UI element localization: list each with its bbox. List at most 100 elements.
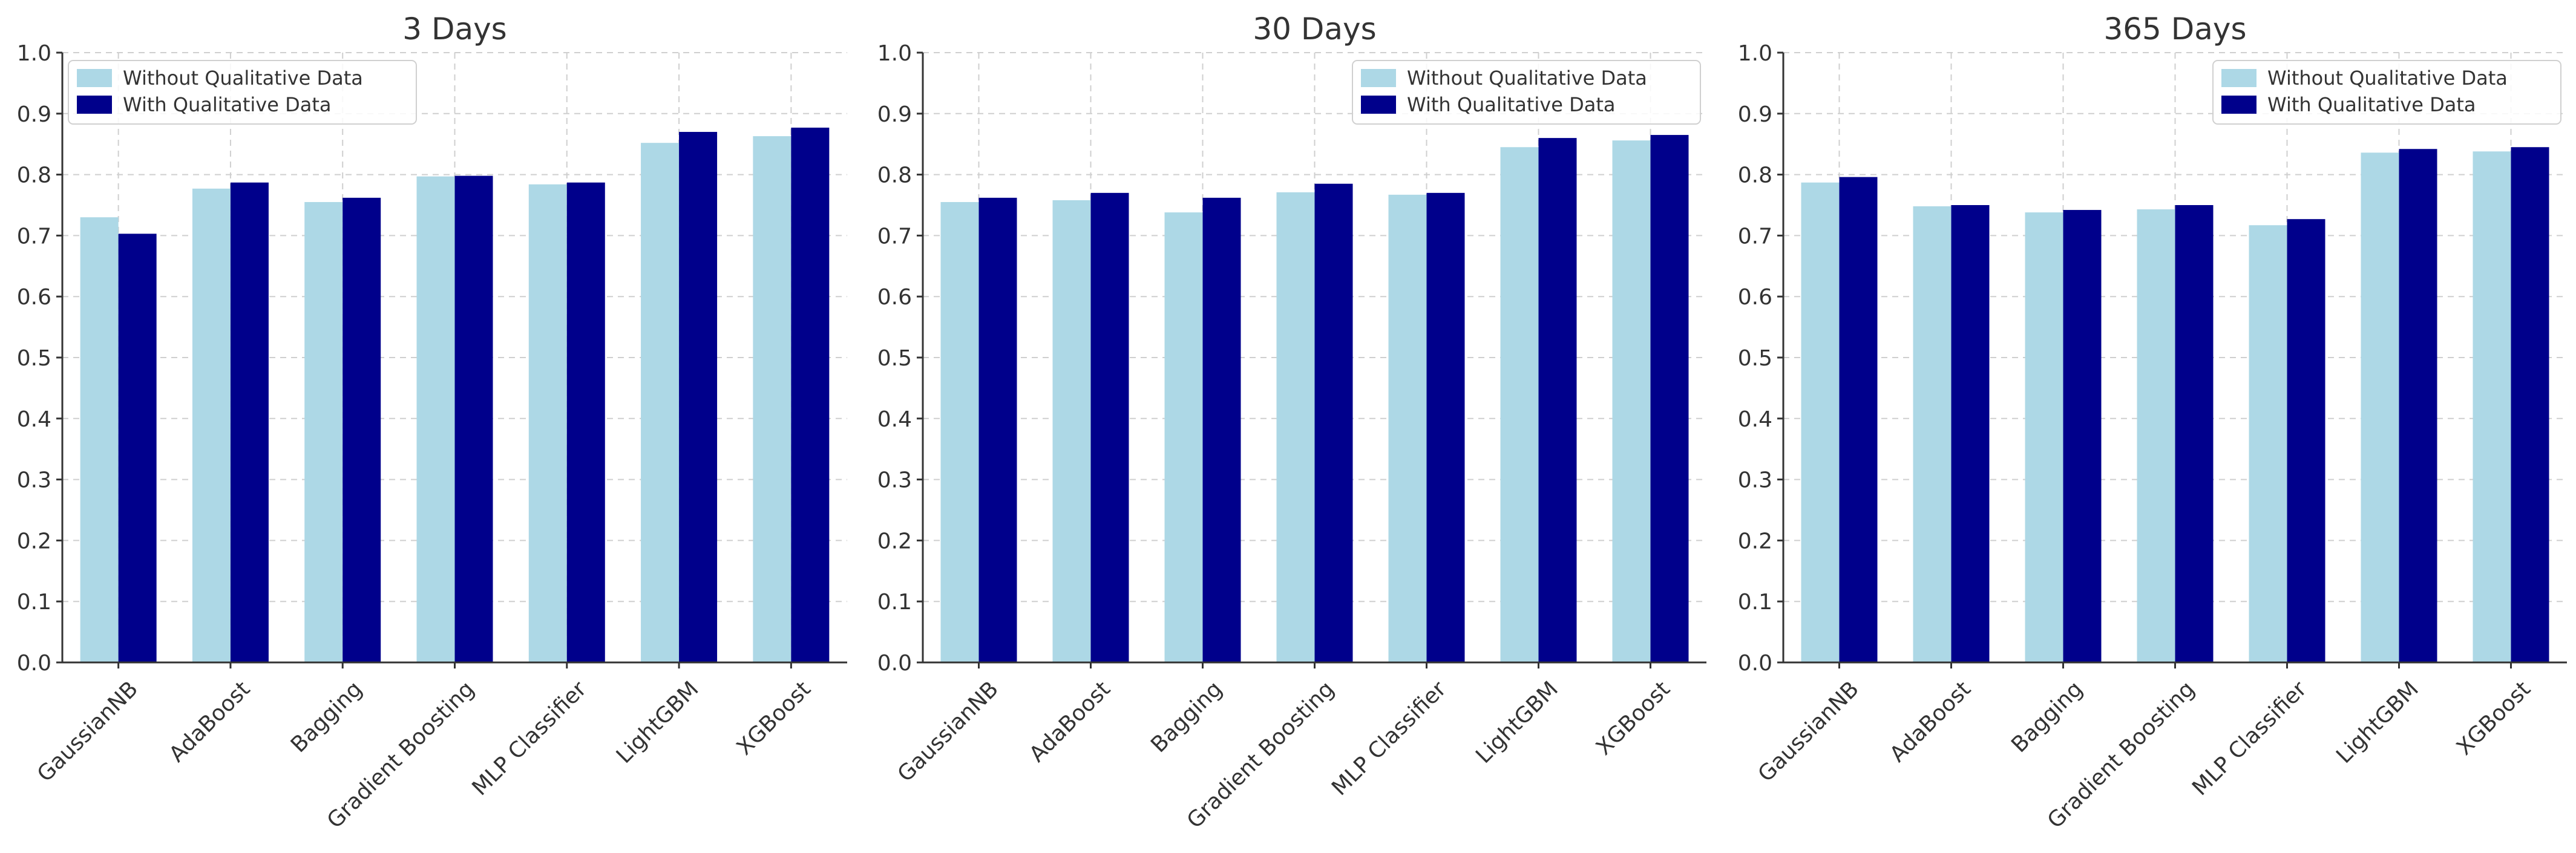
y-tick-label: 1.0 xyxy=(17,41,51,66)
y-tick-label: 1.0 xyxy=(877,41,912,66)
y-tick-label: 0.7 xyxy=(17,224,51,249)
legend-swatch xyxy=(2221,96,2256,114)
legend-swatch xyxy=(1361,96,1396,114)
y-tick-label: 0.5 xyxy=(1738,346,1772,371)
legend-label: Without Qualitative Data xyxy=(123,67,363,90)
chart-panel-1: 30 Days 0.0 0.1 0.2 0.3 0.4 0.5 0.6 0.7 0.8 0.9 1.0… xyxy=(877,11,1706,834)
legend-label: With Qualitative Data xyxy=(2267,93,2476,116)
legend-swatch xyxy=(77,69,112,87)
bar-without-qualitative xyxy=(1388,194,1427,662)
bar-with-qualitative xyxy=(1839,177,1878,663)
x-tick-label: XGBoost xyxy=(2452,676,2535,760)
y-tick-label: 0.2 xyxy=(17,529,51,554)
legend: Without Qualitative Data With Qualitative… xyxy=(68,60,417,125)
bar-with-qualitative xyxy=(1090,192,1129,663)
x-tick-label: XGBoost xyxy=(1591,676,1675,760)
bar-without-qualitative xyxy=(2249,225,2287,662)
y-tick-label: 0.3 xyxy=(17,468,51,493)
legend-box xyxy=(2212,60,2561,125)
chart-title: 365 Days xyxy=(2103,11,2246,47)
bar-with-qualitative xyxy=(1951,205,1990,662)
y-tick-label: 0.8 xyxy=(877,163,912,188)
legend-swatch xyxy=(77,96,112,114)
bar-with-qualitative xyxy=(791,127,830,662)
y-tick-label: 0.4 xyxy=(17,407,51,432)
y-tick-label: 0.6 xyxy=(17,285,51,310)
bar-without-qualitative xyxy=(2025,212,2063,662)
y-tick-label: 0.9 xyxy=(877,102,912,127)
x-tick-label: GaussianNB xyxy=(893,676,1003,786)
x-tick-label: AdaBoost xyxy=(165,676,255,767)
bar-without-qualitative xyxy=(2137,209,2175,662)
bar-with-qualitative xyxy=(2175,205,2214,662)
bar-with-qualitative xyxy=(118,234,157,663)
y-tick-label: 0.0 xyxy=(1738,651,1772,676)
x-tick-label: Bagging xyxy=(286,676,367,757)
bar-with-qualitative xyxy=(679,132,718,663)
y-tick-label: 0.3 xyxy=(1738,468,1772,493)
y-tick-label: 0.1 xyxy=(877,590,912,615)
bar-with-qualitative xyxy=(1202,197,1241,662)
bar-with-qualitative xyxy=(342,197,381,662)
legend-swatch xyxy=(2221,69,2256,87)
y-tick-label: 0.6 xyxy=(877,285,912,310)
bar-without-qualitative xyxy=(528,184,567,662)
bar-without-qualitative xyxy=(1164,212,1203,662)
bar-with-qualitative xyxy=(454,175,493,663)
bar-without-qualitative xyxy=(940,201,979,663)
bar-without-qualitative xyxy=(2473,151,2511,662)
y-tick-label: 0.0 xyxy=(877,651,912,676)
bar-without-qualitative xyxy=(304,201,343,663)
y-tick-label: 0.1 xyxy=(17,590,51,615)
legend-box xyxy=(68,60,417,125)
y-tick-label: 0.0 xyxy=(17,651,51,676)
x-tick-label: GaussianNB xyxy=(33,676,143,786)
y-tick-label: 0.1 xyxy=(1738,590,1772,615)
bar-without-qualitative xyxy=(1612,140,1651,663)
legend-label: With Qualitative Data xyxy=(123,93,331,116)
bar-with-qualitative xyxy=(566,182,605,663)
bar-without-qualitative xyxy=(192,188,231,662)
x-tick-label: Bagging xyxy=(1146,676,1227,757)
legend-label: Without Qualitative Data xyxy=(2267,67,2508,90)
bar-without-qualitative xyxy=(416,176,455,662)
bar-with-qualitative xyxy=(2511,147,2549,663)
bar-with-qualitative xyxy=(2287,219,2325,663)
x-tick-label: AdaBoost xyxy=(1885,676,1976,767)
chart-panel-2: 365 Days 0.0 0.1 0.2 0.3 0.4 0.5 0.6 0.7 0.8 0.9 1.… xyxy=(1738,11,2567,834)
y-tick-label: 0.7 xyxy=(877,224,912,249)
y-tick-label: 0.4 xyxy=(877,407,912,432)
bar-without-qualitative xyxy=(753,136,791,662)
x-tick-label: GaussianNB xyxy=(1754,676,1864,786)
legend: Without Qualitative Data With Qualitative… xyxy=(2212,60,2561,125)
bar-with-qualitative xyxy=(1314,183,1353,663)
y-tick-label: 0.2 xyxy=(1738,529,1772,554)
y-tick-label: 0.9 xyxy=(1738,102,1772,127)
y-tick-label: 0.5 xyxy=(17,346,51,371)
x-tick-label: AdaBoost xyxy=(1024,676,1115,767)
bar-without-qualitative xyxy=(80,217,119,662)
bar-without-qualitative xyxy=(1801,182,1840,663)
x-tick-label: XGBoost xyxy=(732,676,816,760)
x-tick-label: LightGBM xyxy=(1471,676,1563,768)
y-tick-label: 0.5 xyxy=(877,346,912,371)
x-tick-label: LightGBM xyxy=(612,676,704,768)
y-tick-label: 1.0 xyxy=(1738,41,1772,66)
bar-with-qualitative xyxy=(1538,138,1577,662)
chart-panel-0: 3 Days 0.0 0.1 0.2 0.3 0.4 0.5 0.6 0.7 0.8 0.9 1.0 G… xyxy=(17,11,847,834)
bar-without-qualitative xyxy=(1052,200,1091,662)
y-tick-label: 0.4 xyxy=(1738,407,1772,432)
bar-without-qualitative xyxy=(641,143,680,662)
bar-with-qualitative xyxy=(1426,192,1465,663)
x-tick-label: Bagging xyxy=(2007,676,2088,757)
bar-with-qualitative xyxy=(2399,149,2437,662)
bar-without-qualitative xyxy=(1913,206,1952,662)
y-tick-label: 0.2 xyxy=(877,529,912,554)
x-tick-label: MLP Classifier xyxy=(467,676,591,800)
legend-box xyxy=(1352,60,1701,125)
legend-label: Without Qualitative Data xyxy=(1407,67,1647,90)
legend: Without Qualitative Data With Qualitative… xyxy=(1352,60,1701,125)
bar-with-qualitative xyxy=(2063,210,2102,663)
bar-with-qualitative xyxy=(978,197,1017,662)
